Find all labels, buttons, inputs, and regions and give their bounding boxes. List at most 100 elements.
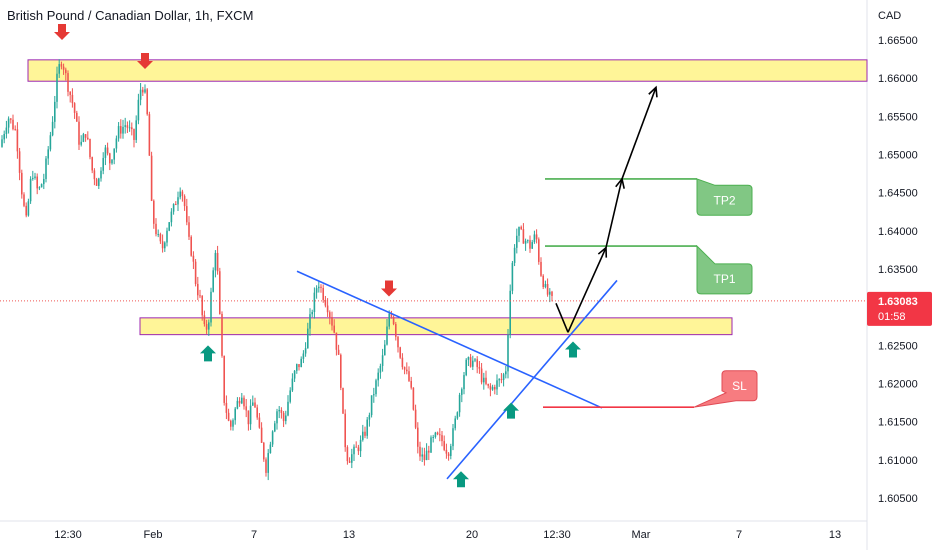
candle-body bbox=[54, 101, 56, 122]
candle bbox=[179, 187, 181, 200]
candle-body bbox=[65, 69, 67, 74]
candle bbox=[91, 156, 93, 174]
candle-body bbox=[230, 420, 232, 427]
candle-body bbox=[183, 196, 186, 207]
candle-body bbox=[381, 355, 384, 366]
candle-body bbox=[104, 147, 107, 158]
candle bbox=[397, 336, 399, 353]
candle-body bbox=[258, 417, 261, 428]
candle bbox=[507, 329, 509, 379]
candle-body bbox=[219, 271, 221, 314]
candle bbox=[258, 412, 261, 429]
candle-body bbox=[461, 389, 463, 395]
candle-body bbox=[256, 407, 258, 418]
candle-body bbox=[161, 241, 164, 249]
candle-body bbox=[34, 176, 36, 178]
candle bbox=[225, 395, 228, 420]
candle-body bbox=[522, 229, 525, 244]
candle bbox=[436, 431, 439, 436]
candle-body bbox=[84, 134, 87, 138]
candle bbox=[104, 144, 107, 166]
candle-body bbox=[186, 206, 188, 223]
candle bbox=[417, 422, 419, 454]
candle bbox=[124, 117, 126, 134]
candle bbox=[192, 251, 195, 270]
candle bbox=[128, 120, 131, 132]
candles bbox=[1, 59, 553, 481]
candle-body bbox=[373, 394, 375, 396]
candle bbox=[164, 241, 166, 252]
candle bbox=[157, 229, 159, 238]
candle-body bbox=[478, 367, 481, 369]
candle-body bbox=[309, 314, 311, 329]
candle-body bbox=[249, 405, 252, 425]
candle-body bbox=[188, 222, 190, 237]
candle-body bbox=[476, 359, 478, 368]
candle bbox=[256, 404, 258, 420]
candle bbox=[304, 342, 307, 357]
candle bbox=[120, 119, 122, 139]
candle bbox=[54, 95, 56, 129]
projection-arrowhead bbox=[648, 85, 658, 98]
candle-body bbox=[157, 234, 159, 236]
candle-body bbox=[113, 148, 115, 160]
candle-body bbox=[78, 121, 80, 145]
candle-body bbox=[117, 126, 120, 139]
candle-body bbox=[120, 126, 122, 134]
down-arrow-marker bbox=[137, 53, 153, 70]
candle bbox=[401, 353, 404, 370]
ascending-trendline bbox=[446, 279, 618, 480]
candle bbox=[78, 116, 80, 151]
candle-body bbox=[91, 157, 93, 171]
callout-label: TP1 bbox=[713, 272, 735, 286]
candle-body bbox=[190, 236, 192, 256]
candle-body bbox=[456, 412, 459, 419]
y-tick-label: 1.61000 bbox=[878, 455, 918, 467]
candle bbox=[425, 443, 428, 461]
candle bbox=[67, 70, 69, 97]
candle bbox=[496, 374, 498, 396]
candle-body bbox=[60, 64, 63, 67]
candle-body bbox=[168, 222, 170, 231]
up-arrow-marker bbox=[200, 345, 216, 362]
candle-body bbox=[430, 437, 432, 453]
candle bbox=[161, 234, 164, 253]
candle bbox=[84, 134, 87, 142]
candle bbox=[386, 318, 388, 346]
candle bbox=[375, 378, 377, 397]
candle bbox=[487, 383, 489, 389]
candle bbox=[186, 198, 188, 226]
candle-body bbox=[540, 261, 542, 276]
candle bbox=[370, 395, 373, 418]
down-arrow-marker bbox=[381, 280, 397, 297]
candle bbox=[249, 399, 252, 430]
candle-body bbox=[399, 347, 401, 358]
candle bbox=[527, 239, 529, 244]
candle bbox=[348, 457, 351, 463]
candle-body bbox=[421, 454, 423, 457]
candle-body bbox=[436, 432, 439, 435]
candle-body bbox=[278, 409, 280, 412]
candle-body bbox=[287, 401, 289, 416]
candle bbox=[210, 287, 212, 327]
candle-body bbox=[414, 409, 417, 428]
candle bbox=[302, 350, 305, 364]
candle-body bbox=[82, 134, 85, 142]
candle bbox=[131, 122, 133, 136]
candle-body bbox=[505, 371, 507, 375]
candle bbox=[498, 378, 500, 387]
candle-body bbox=[551, 291, 553, 296]
candle bbox=[322, 284, 324, 303]
candle bbox=[529, 235, 531, 253]
candle bbox=[289, 387, 291, 404]
candle bbox=[3, 130, 5, 144]
candle-body bbox=[538, 239, 540, 262]
candle-body bbox=[423, 454, 426, 461]
candle bbox=[271, 430, 274, 448]
candle bbox=[27, 198, 30, 217]
candle bbox=[56, 66, 58, 109]
candle-body bbox=[38, 187, 41, 189]
candle bbox=[205, 319, 208, 334]
candle-body bbox=[527, 240, 529, 242]
